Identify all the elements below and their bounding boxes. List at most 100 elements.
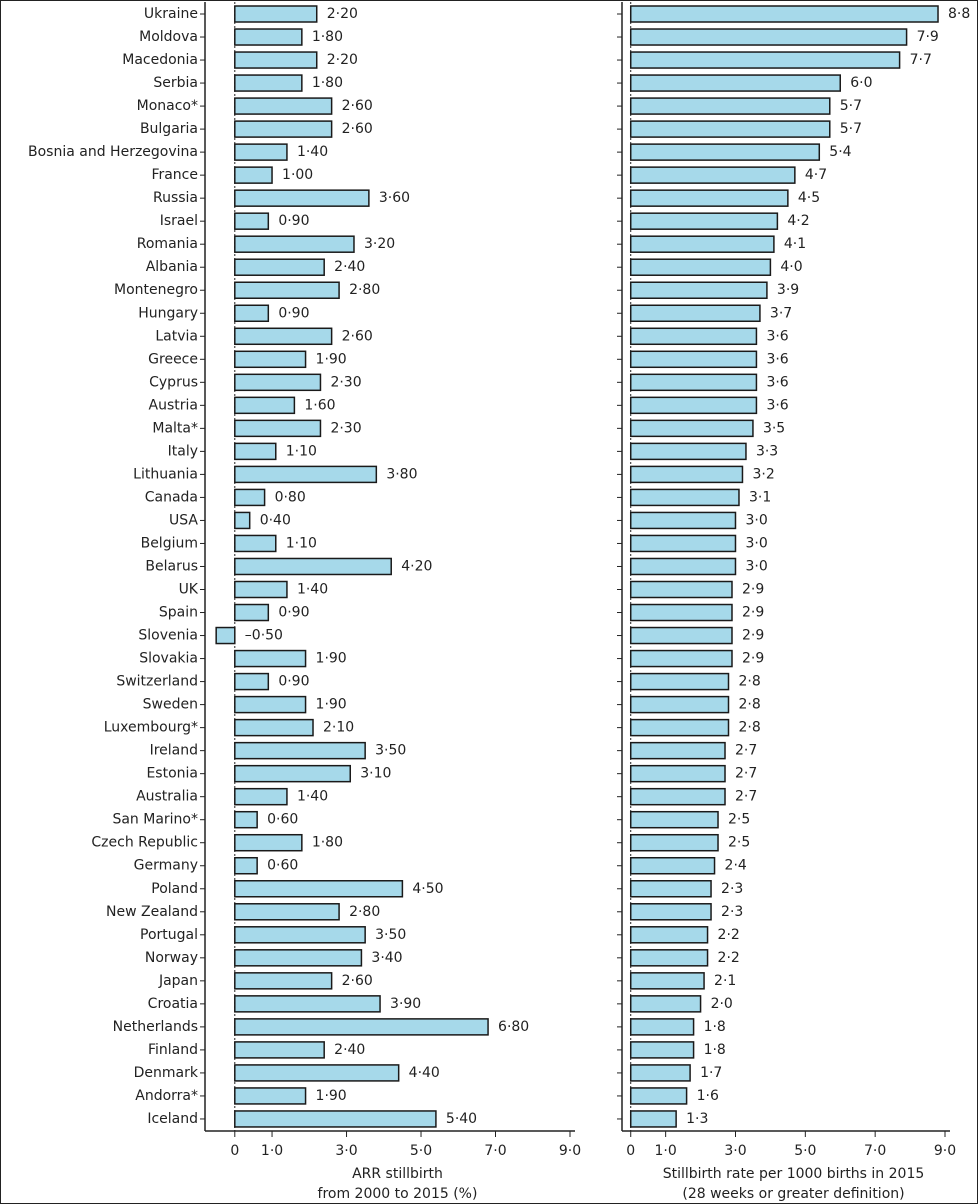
y-tick-label: France <box>151 167 198 183</box>
value-label: 3·9 <box>777 282 799 298</box>
bar <box>234 580 288 599</box>
bar <box>629 672 730 691</box>
bar <box>234 51 318 69</box>
value-label: 2·4 <box>725 858 747 874</box>
value-label: 1·00 <box>282 167 313 183</box>
value-label: 3·6 <box>766 397 788 413</box>
value-label: 1·90 <box>316 697 347 713</box>
value-label: 3·60 <box>379 190 410 206</box>
bar <box>629 534 737 553</box>
bar <box>234 1110 437 1128</box>
bar <box>629 465 744 484</box>
bar <box>629 419 754 438</box>
bar <box>234 787 288 806</box>
value-label: 2·2 <box>718 927 740 943</box>
y-tick-label: Netherlands <box>113 1019 198 1035</box>
bar <box>629 51 901 69</box>
y-tick-label: New Zealand <box>106 904 198 920</box>
bar <box>629 350 758 369</box>
y-tick-label: Portugal <box>140 927 198 943</box>
bar <box>234 557 392 576</box>
bar <box>234 488 266 507</box>
value-label: 3·0 <box>745 512 767 528</box>
value-label: 5·7 <box>840 121 862 137</box>
bar <box>629 972 705 990</box>
bar <box>629 28 908 46</box>
bar <box>234 235 355 253</box>
value-label: 0·80 <box>275 489 306 505</box>
bar <box>629 1087 688 1105</box>
y-tick-label: Monaco* <box>137 98 198 114</box>
value-label: 4·20 <box>401 558 432 574</box>
value-label: 4·40 <box>409 1065 440 1081</box>
bar <box>629 810 719 829</box>
value-label: 7·9 <box>917 29 939 45</box>
value-label: 4·2 <box>787 213 809 229</box>
value-label: 1·10 <box>286 443 317 459</box>
value-label: 2·60 <box>342 121 373 137</box>
bar <box>629 373 758 392</box>
value-label: 1·6 <box>697 1088 719 1104</box>
bar <box>234 143 288 161</box>
bar <box>234 856 258 875</box>
bar <box>629 741 726 760</box>
y-tick-label: Israel <box>160 213 198 229</box>
bar <box>234 926 366 944</box>
value-label: 7·7 <box>910 52 932 68</box>
value-label: 1·7 <box>700 1065 722 1081</box>
value-label: 2·30 <box>330 374 361 390</box>
y-tick-label: Belarus <box>145 558 198 574</box>
value-label: 3·2 <box>752 466 774 482</box>
value-label: 1·90 <box>316 351 347 367</box>
value-label: 2·9 <box>742 651 764 667</box>
y-tick-label: Poland <box>151 881 198 897</box>
value-label: 1·8 <box>704 1042 726 1058</box>
value-label: 4·7 <box>805 167 827 183</box>
bar <box>629 718 730 737</box>
y-tick-label: Russia <box>153 190 198 206</box>
bar <box>629 787 726 806</box>
value-label: 2·60 <box>342 973 373 989</box>
y-tick-label: Switzerland <box>116 674 198 690</box>
x-tick-label: 7·0 <box>864 1143 886 1159</box>
bar <box>234 880 404 898</box>
value-label: 3·50 <box>375 927 406 943</box>
value-label: 2·5 <box>728 835 750 851</box>
value-label: 1·80 <box>312 29 343 45</box>
x-tick-label: 7·0 <box>484 1143 506 1159</box>
bar <box>629 327 758 346</box>
bar <box>234 949 363 967</box>
bar <box>629 557 737 576</box>
bar <box>234 1018 489 1036</box>
value-label: 2·7 <box>735 766 757 782</box>
value-label: 3·6 <box>766 328 788 344</box>
y-tick-label: Belgium <box>141 535 198 551</box>
y-tick-label: Albania <box>146 259 198 275</box>
value-label: 2·9 <box>742 582 764 598</box>
bar <box>234 995 381 1013</box>
bar <box>234 672 270 691</box>
value-label: 0·60 <box>267 812 298 828</box>
bar <box>629 97 831 115</box>
value-label: 3·0 <box>745 535 767 551</box>
value-label: 5·7 <box>840 98 862 114</box>
value-label: 3·40 <box>371 950 402 966</box>
bar <box>629 626 733 645</box>
bar <box>234 189 370 207</box>
bar <box>234 718 314 737</box>
bar <box>234 1041 325 1059</box>
y-tick-label: Andorra* <box>135 1088 198 1104</box>
x-axis-label: Stillbirth rate per 1000 births in 2015 <box>663 1166 925 1182</box>
bar <box>629 1110 677 1128</box>
value-label: 3·6 <box>766 374 788 390</box>
value-label: 1·8 <box>704 1019 726 1035</box>
value-label: 2·3 <box>721 881 743 897</box>
y-tick-label: Bulgaria <box>140 121 198 137</box>
bar <box>629 995 702 1013</box>
y-tick-label: Germany <box>134 858 198 874</box>
bar <box>234 396 296 415</box>
y-tick-label: Cyprus <box>149 374 198 390</box>
y-tick-label: Ukraine <box>144 6 198 22</box>
value-label: 1·40 <box>297 582 328 598</box>
